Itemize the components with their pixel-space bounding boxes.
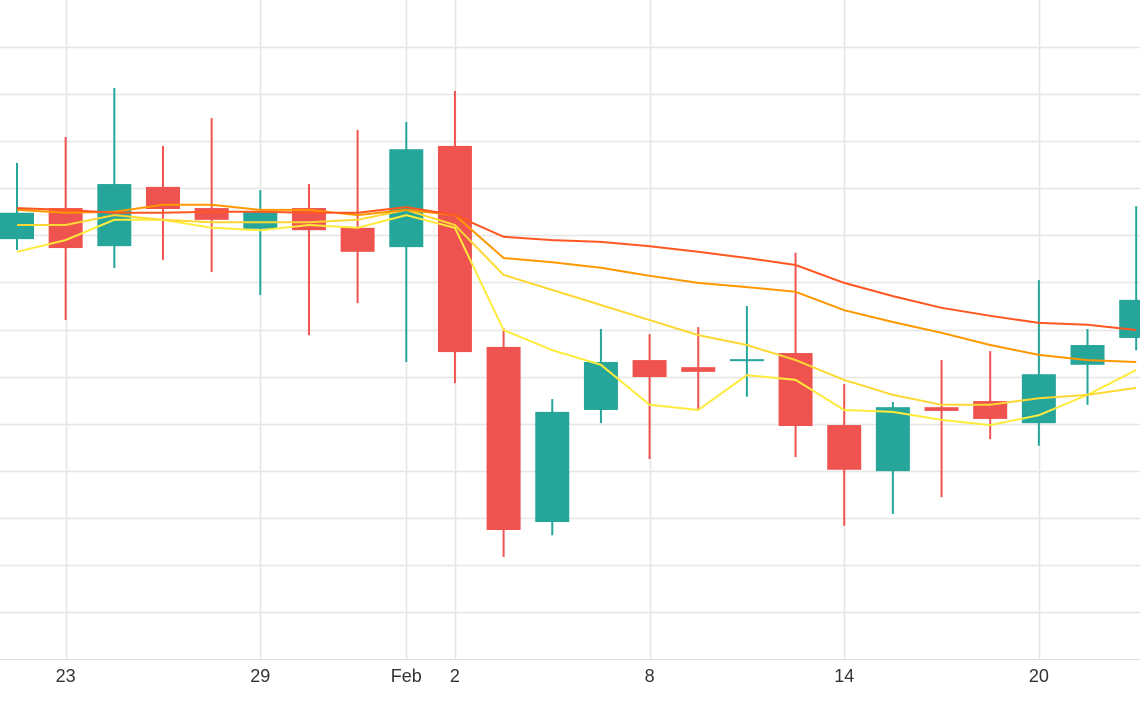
candle-body (632, 360, 667, 378)
x-tick-label: Feb (391, 666, 422, 686)
candle-body (340, 227, 375, 252)
candle-body (535, 411, 570, 523)
moving-average-line (16, 214, 1137, 427)
candle-body (437, 145, 472, 353)
x-tick-label: 23 (56, 666, 76, 686)
candle-body (1070, 345, 1105, 365)
moving-average-line (16, 203, 1137, 363)
candle-body (681, 367, 716, 372)
candle-body (827, 425, 862, 470)
candle-body (924, 407, 959, 411)
x-tick-label: 29 (250, 666, 270, 686)
candle-body (583, 361, 618, 410)
candle-body (729, 359, 764, 362)
x-tick-label: 2 (450, 666, 460, 686)
x-tick-label: 8 (645, 666, 655, 686)
candle-body (48, 208, 83, 249)
candle-body (194, 208, 229, 220)
candle-body (243, 211, 278, 229)
moving-average-line (17, 208, 1137, 406)
candle-body (1119, 299, 1140, 338)
candle-body (145, 186, 180, 209)
x-tick-label: 20 (1029, 666, 1049, 686)
x-tick-label: 14 (834, 666, 854, 686)
candle-body (389, 149, 424, 248)
candle-body (875, 407, 910, 472)
candle-body (486, 346, 521, 531)
moving-average-line (16, 206, 1137, 331)
